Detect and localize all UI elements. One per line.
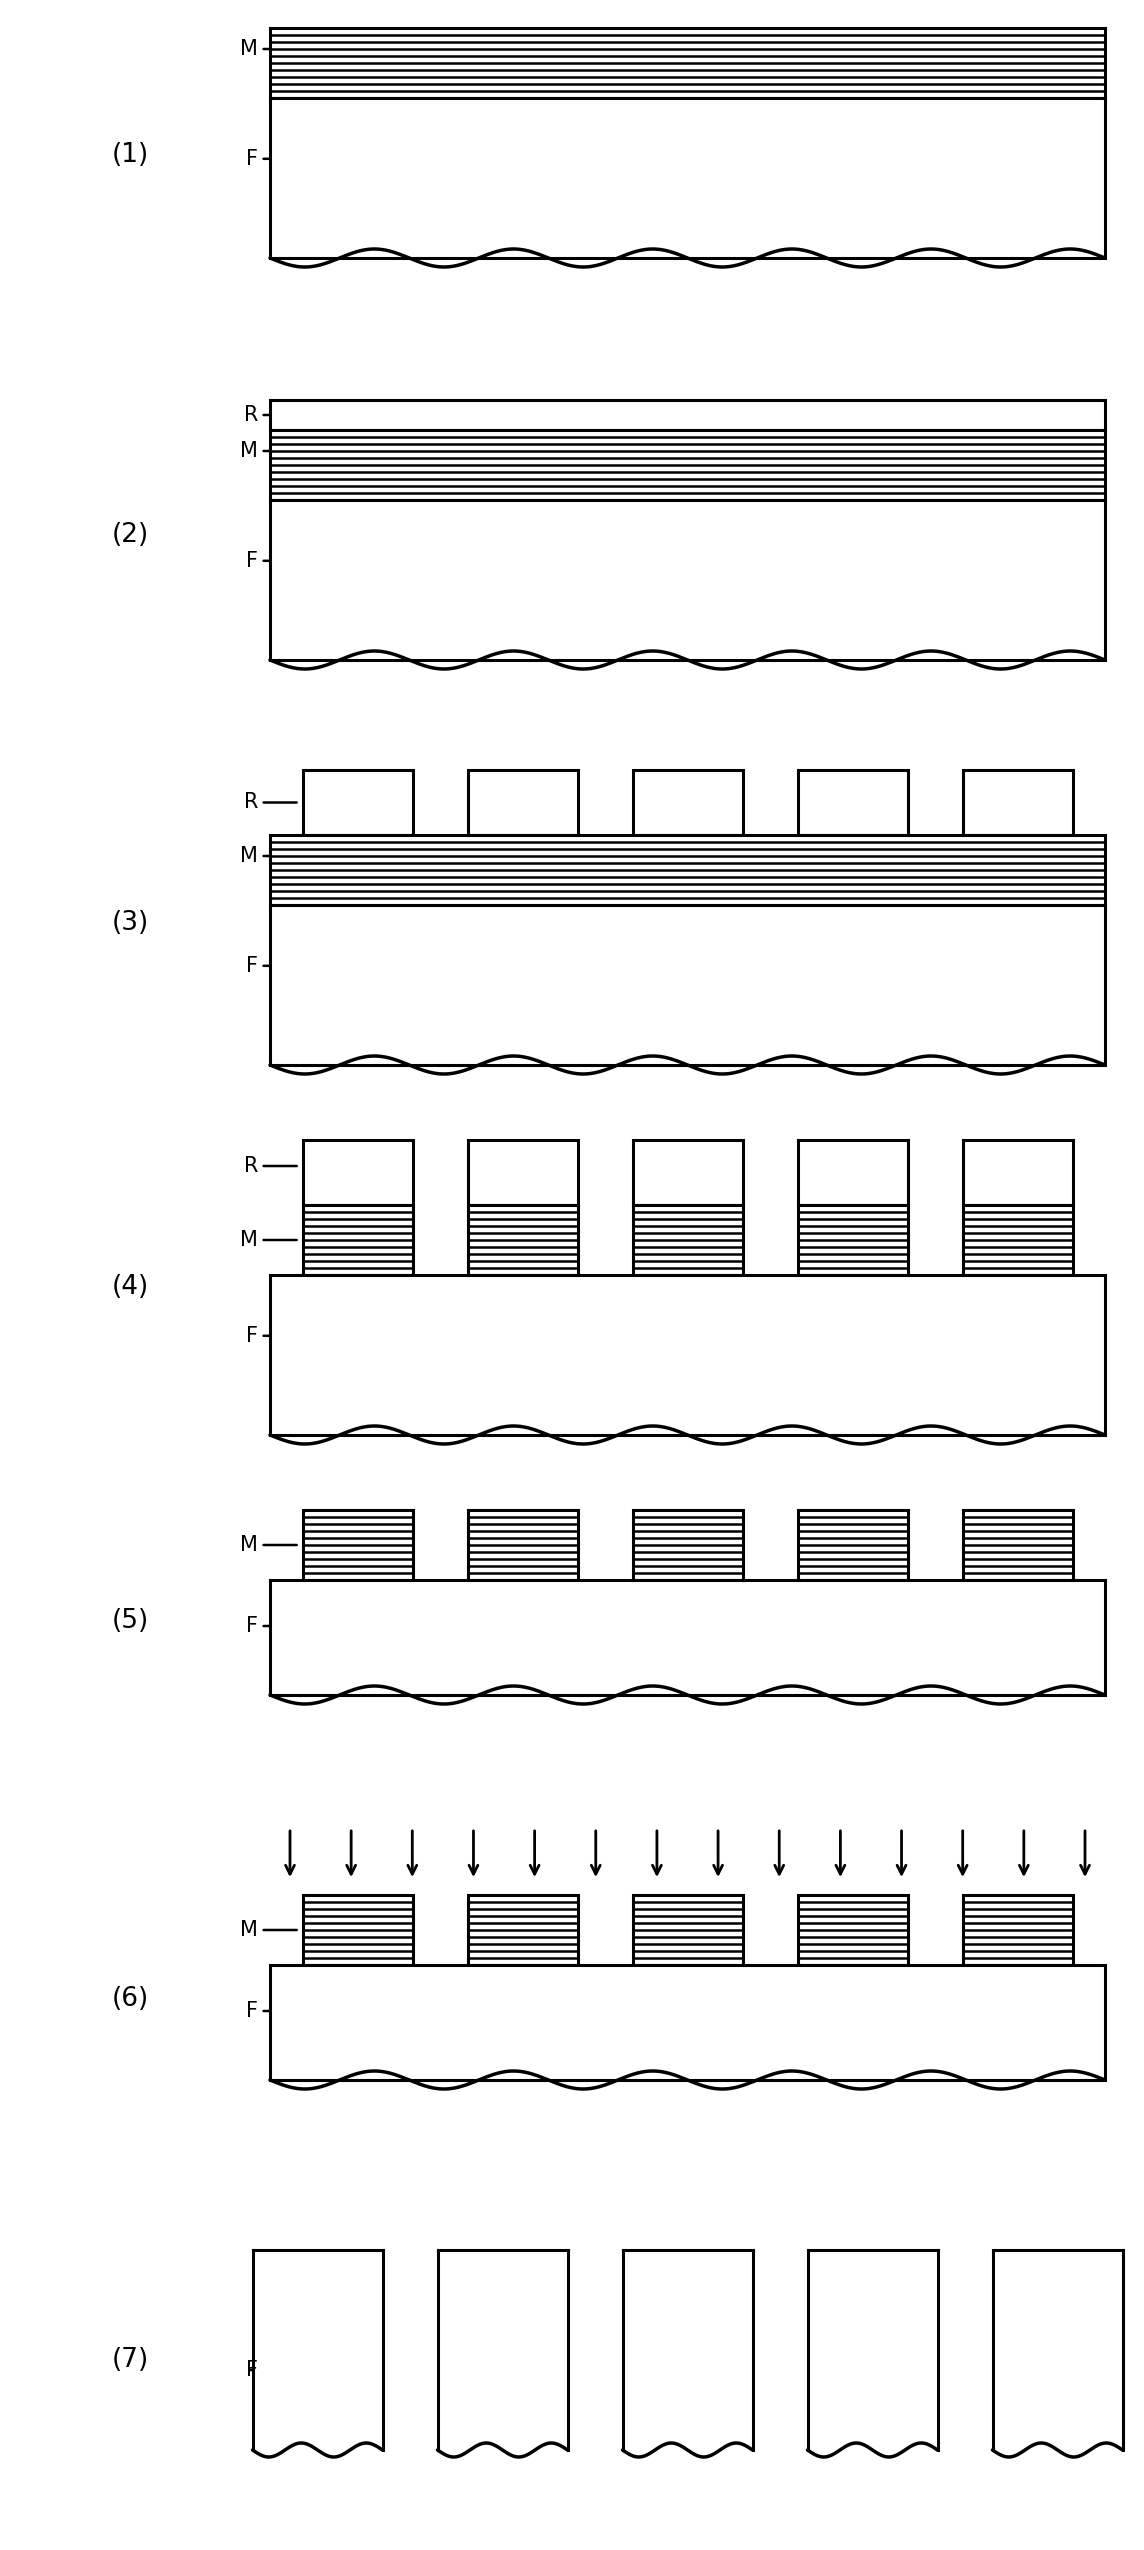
Text: (2): (2) [111, 523, 149, 548]
Bar [962, 770, 1073, 834]
Bar [302, 1895, 413, 1966]
Bar [468, 1140, 578, 1206]
Text: (6): (6) [111, 1986, 149, 2012]
Text: R: R [244, 405, 270, 426]
Text: F: F [246, 2002, 270, 2022]
Bar [797, 1140, 907, 1206]
Text: M: M [240, 1535, 296, 1556]
Bar [270, 400, 1105, 431]
Bar [633, 1510, 742, 1581]
Text: R: R [244, 1155, 296, 1176]
Bar [797, 770, 907, 834]
Bar [633, 1140, 742, 1206]
Bar [302, 770, 413, 834]
Bar [468, 770, 578, 834]
Bar [270, 28, 1105, 97]
Bar [468, 1895, 578, 1966]
Text: M: M [240, 38, 270, 59]
Bar [962, 1510, 1073, 1581]
Bar [270, 834, 1105, 905]
Bar [468, 1206, 578, 1275]
Text: F: F [246, 1617, 270, 1637]
Bar [633, 770, 742, 834]
Text: F: F [246, 1326, 270, 1346]
Bar [302, 1510, 413, 1581]
Bar [270, 97, 1105, 258]
Bar [270, 431, 1105, 500]
Text: F: F [246, 956, 270, 977]
Text: R: R [244, 793, 296, 813]
Text: M: M [240, 1920, 296, 1941]
Bar [270, 1966, 1105, 2081]
Bar [270, 1275, 1105, 1436]
Text: M: M [240, 847, 270, 867]
Bar [302, 1206, 413, 1275]
Text: (5): (5) [111, 1609, 149, 1635]
Bar [270, 905, 1105, 1066]
Bar [270, 500, 1105, 660]
Bar [962, 1140, 1073, 1206]
Text: (1): (1) [111, 140, 149, 168]
Bar [302, 1140, 413, 1206]
Text: (4): (4) [111, 1275, 149, 1300]
Bar [270, 1581, 1105, 1696]
Text: M: M [240, 1229, 296, 1250]
Text: (3): (3) [111, 910, 149, 936]
Bar [633, 1206, 742, 1275]
Text: (7): (7) [111, 2346, 149, 2374]
Bar [468, 1510, 578, 1581]
Bar [633, 1895, 742, 1966]
Text: M: M [240, 441, 270, 462]
Text: F: F [246, 148, 270, 168]
Bar [797, 1895, 907, 1966]
Text: F: F [246, 551, 270, 571]
Text: F: F [246, 2359, 259, 2379]
Bar [962, 1206, 1073, 1275]
Bar [797, 1206, 907, 1275]
Bar [962, 1895, 1073, 1966]
Bar [797, 1510, 907, 1581]
